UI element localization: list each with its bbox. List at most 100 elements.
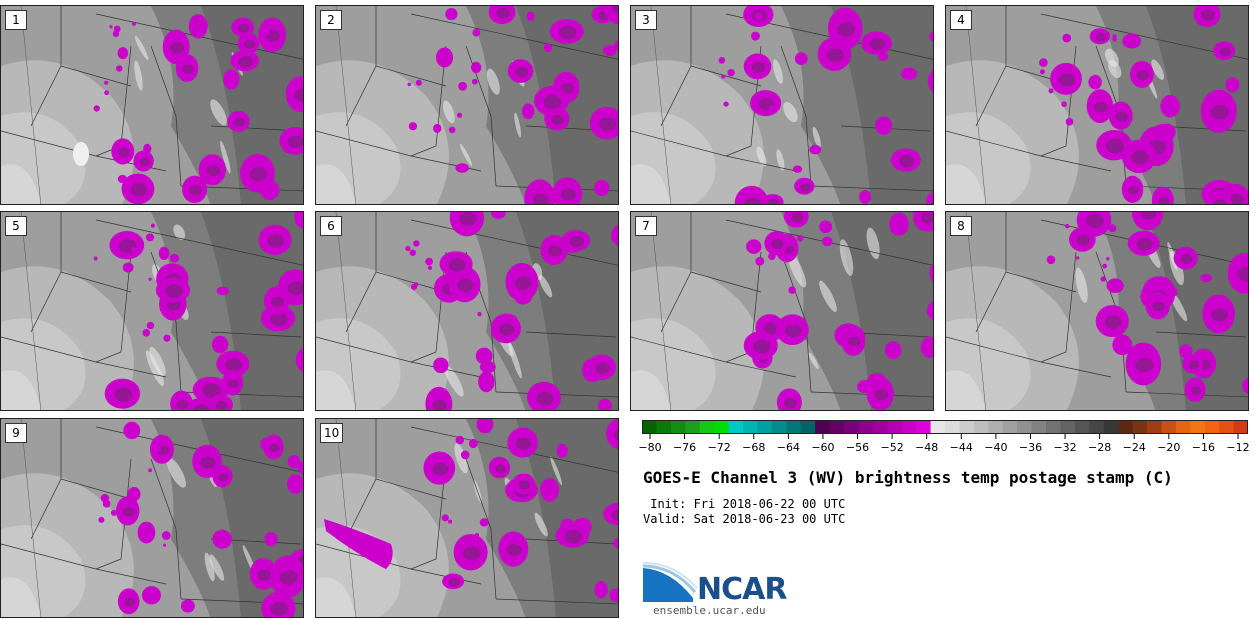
map-boundary [150, 45, 182, 187]
cold-cloud-core [595, 362, 610, 374]
map-boundary [410, 458, 447, 570]
cold-cloud-core [518, 480, 531, 490]
panel-number: 2 [320, 10, 342, 30]
colorbar-tick-label: −60 [811, 441, 835, 454]
colorbar-tick-label: −76 [672, 441, 697, 454]
wv-map [1, 212, 303, 410]
panel-2: 2 [315, 5, 619, 205]
cold-cloud-core [543, 95, 562, 109]
cold-cloud-core [202, 383, 221, 398]
cold-cloud [93, 105, 100, 112]
map-streak [538, 274, 553, 298]
cold-cloud-core [288, 135, 303, 148]
panel-7: 7 [630, 211, 934, 411]
cold-cloud-core [287, 281, 303, 296]
map-streak [514, 112, 522, 138]
cold-cloud-core [215, 400, 228, 410]
map-streak [204, 552, 215, 582]
cold-cloud [163, 543, 167, 547]
cold-cloud-core [515, 66, 528, 78]
map-streak [210, 99, 227, 126]
cold-cloud-core [837, 22, 855, 37]
colorbar-border [642, 420, 1248, 434]
cold-cloud-core [1190, 386, 1202, 395]
map-streak [776, 149, 785, 171]
cold-cloud [104, 90, 109, 96]
cold-cloud-core [244, 40, 255, 49]
cold-cloud [123, 421, 141, 440]
cold-cloud [415, 79, 422, 86]
cold-cloud [768, 252, 776, 261]
panel-number: 8 [950, 216, 972, 236]
colorbar-swatch [872, 420, 888, 434]
cold-cloud-core [751, 61, 766, 73]
cold-cloud [611, 224, 618, 247]
cold-cloud [1168, 287, 1178, 297]
colorbar-swatch [728, 420, 744, 434]
cold-cloud [294, 212, 303, 229]
cold-cloud [1242, 377, 1248, 394]
map-coastline [20, 6, 42, 204]
map-boundary [810, 185, 933, 192]
colorbar-tick-label: −20 [1157, 441, 1181, 454]
cold-cloud [1062, 33, 1072, 43]
cold-cloud [1200, 273, 1212, 283]
cold-cloud [522, 103, 535, 120]
colorbar-swatch [1103, 420, 1119, 434]
map-streak [773, 59, 783, 84]
cold-cloud-core [1210, 105, 1229, 120]
cold-cloud [792, 165, 803, 173]
wv-map [316, 212, 618, 410]
cold-cloud-core [294, 89, 303, 102]
map-streak [134, 60, 143, 91]
map-band [516, 419, 618, 617]
cold-cloud [117, 47, 129, 60]
wv-map [316, 419, 618, 617]
cold-cloud-core [1188, 360, 1200, 370]
cold-cloud [859, 189, 872, 204]
colorbar-swatch [1219, 420, 1235, 434]
map-boundary [410, 219, 618, 266]
colorbar-tick-label: −56 [845, 441, 870, 454]
map-band [1, 164, 41, 204]
cold-cloud-core [869, 37, 886, 51]
panel-5: 5 [0, 211, 304, 411]
cold-cloud [435, 47, 454, 68]
map-boundary [95, 13, 303, 60]
cold-cloud-core [753, 339, 771, 354]
cold-cloud-core [1106, 139, 1124, 154]
cold-cloud [900, 67, 918, 80]
colorbar-swatch [930, 420, 946, 434]
cold-cloud-core [1104, 315, 1122, 329]
cold-cloud [603, 502, 618, 526]
cold-cloud-core [200, 456, 216, 469]
cold-cloud-core [1158, 196, 1170, 204]
cold-cloud-core [193, 404, 210, 410]
map-coastline [20, 419, 42, 617]
cold-cloud [211, 335, 229, 354]
cold-cloud-core [279, 570, 298, 585]
cold-cloud [407, 82, 412, 87]
cold-cloud-core [784, 398, 797, 409]
cold-cloud-core [448, 258, 466, 272]
cold-cloud-core [1086, 214, 1104, 229]
map-streak [550, 456, 563, 486]
colorbar-swatch [1046, 420, 1062, 434]
map-streak [173, 224, 186, 240]
cold-cloud [1102, 263, 1108, 269]
colorbar-swatch [916, 420, 932, 434]
cold-cloud [1046, 255, 1056, 265]
map-coastline [965, 212, 987, 410]
colorbar-tick-label: −64 [776, 441, 800, 454]
colorbar-swatch [959, 420, 975, 434]
colorbar-tick-label: −68 [742, 441, 766, 454]
map-boundary [465, 458, 497, 600]
colorbar-swatch [656, 420, 672, 434]
cold-cloud-core [1135, 357, 1154, 373]
cold-cloud-core [613, 429, 618, 440]
cold-cloud [188, 14, 208, 39]
cold-cloud [477, 312, 482, 317]
colorbar-swatch [771, 420, 787, 434]
wv-map [316, 6, 618, 204]
colorbar-swatch [829, 420, 845, 434]
